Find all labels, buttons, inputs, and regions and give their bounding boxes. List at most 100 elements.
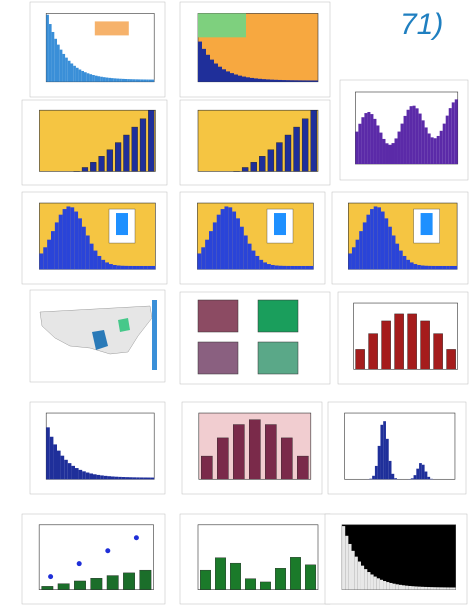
decorative-bar [407,313,417,370]
decorative-bar [146,79,149,82]
decorative-bar [109,264,113,270]
decorative-bar [385,438,389,480]
decorative-bar [209,231,213,270]
decorative-bar [262,79,266,82]
decorative-bar [370,574,374,590]
decorative-bar [89,473,93,480]
decorative-bar [46,427,50,480]
decorative-bar [402,255,407,270]
decorative-bar [385,143,389,164]
decorative-bar [93,474,97,480]
inset-band [198,13,246,38]
decorative-bar [259,156,266,172]
decorative-bar [398,584,402,590]
decorative-bar [246,77,250,82]
decorative-bar [147,265,152,270]
state-highlight [118,318,130,332]
decorative-bar [132,477,137,480]
decorative-bar [245,578,256,590]
decorative-bar [417,264,421,270]
decorative-bar [135,79,138,82]
thumbnail [179,99,331,186]
decorative-bar [449,587,453,590]
decorative-bar [46,14,49,82]
decorative-bar [411,586,415,590]
decorative-bar [67,463,72,480]
decorative-bar [369,478,373,480]
decorative-bar [379,132,383,164]
decorative-bar [420,586,425,590]
decorative-bar [59,49,63,82]
decorative-bar [232,211,237,270]
decorative-bar [267,149,275,172]
decorative-bar [215,557,226,590]
decorative-bar [111,78,114,82]
decorative-bar [392,583,396,590]
decorative-bar [57,450,61,480]
decorative-bar [380,211,385,270]
decorative-bar [310,109,317,172]
decorative-bar [85,235,90,270]
decorative-bar [383,421,386,480]
decorative-bar [373,576,377,590]
decorative-bar [147,477,151,480]
decorative-bar [388,144,392,164]
decorative-bar [78,69,82,82]
decorative-bar [89,243,94,270]
decorative-bar [121,477,126,480]
decorative-bar [230,73,234,82]
decorative-bar [309,265,314,270]
decorative-bar [224,206,229,270]
decorative-bar [452,587,456,590]
decorative-bar [394,478,397,480]
decorative-bar [74,211,79,270]
decorative-bar [284,134,292,172]
decorative-bar [381,320,391,370]
decorative-bar [409,106,413,164]
decorative-bar [238,75,242,82]
decorative-bar [420,265,425,270]
decorative-bar [201,247,206,270]
decorative-bar [81,70,84,82]
decorative-bar [210,59,214,82]
decorative-bar [97,76,101,82]
decorative-bar [121,78,125,82]
decorative-bar [348,253,352,270]
decorative-bar [421,464,425,480]
decorative-bar [43,247,48,270]
decorative-bar [58,214,63,270]
thumbnail [327,401,467,495]
decorative-bar [413,475,417,480]
decorative-bar [278,265,283,270]
decorative-bar [389,582,393,590]
decorative-bar [100,475,104,480]
decorative-bar [449,265,454,270]
decorative-bar [250,162,257,172]
decorative-marker [105,548,111,554]
decorative-bar [234,74,238,82]
decorative-bar [278,79,282,82]
decorative-bar [90,578,103,590]
decorative-bar [214,63,218,82]
decorative-bar [294,80,298,82]
decorative-bar [368,333,378,370]
decorative-bar [115,142,122,172]
decorative-bar [282,265,287,270]
decorative-bar [125,477,129,480]
decorative-bar [220,209,225,270]
decorative-bar [65,57,68,82]
decorative-bar [57,44,60,82]
decorative-bar [427,133,431,164]
decorative-bar [439,587,444,590]
decorative-bar [364,113,368,164]
decorative-bar [421,120,425,164]
decorative-bar [431,265,436,270]
decorative-bar [395,584,399,590]
decorative-bar [405,585,409,590]
decorative-bar [123,134,130,172]
decorative-bar [107,476,111,480]
quad-thumbnail [179,291,331,385]
decorative-bar [394,138,398,164]
decorative-bar [412,105,416,164]
decorative-bar [48,24,52,82]
